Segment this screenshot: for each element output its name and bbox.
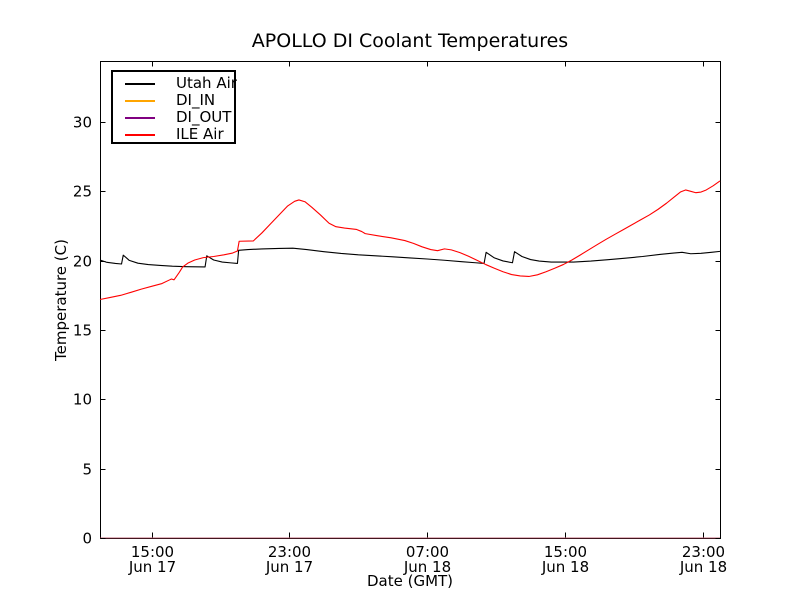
x-tick-label-time: 15:00: [544, 543, 587, 561]
legend-label-utah-air: Utah Air: [176, 74, 237, 92]
x-tick-label-date: Jun 18: [679, 558, 727, 576]
legend-item-ile-air: ILE Air: [113, 126, 234, 143]
legend-line-di-out: [125, 116, 155, 119]
legend-line-utah-air: [125, 82, 155, 85]
series-lines: [99, 180, 721, 539]
y-axis-label: Temperature (C): [52, 239, 70, 362]
x-tick-label-time: 23:00: [682, 543, 725, 561]
y-tick-label: 25: [73, 183, 92, 201]
y-tick-label: 30: [73, 114, 92, 132]
x-tick-label-date: Jun 18: [403, 558, 451, 576]
x-tick-label-time: 23:00: [268, 543, 311, 561]
x-tick-label-time: 07:00: [406, 543, 449, 561]
chart-title: APOLLO DI Coolant Temperatures: [252, 30, 568, 52]
x-tick-label-date: Jun 18: [541, 558, 589, 576]
legend: Utah Air DI_IN DI_OUT ILE Air: [111, 70, 237, 144]
series-line-utah-air: [99, 247, 721, 268]
series-line-ile-air: [99, 180, 721, 301]
axis-ticks: [100, 61, 721, 539]
legend-item-di-out: DI_OUT: [113, 109, 234, 126]
y-tick-label: 0: [82, 530, 92, 548]
legend-item-utah-air: Utah Air: [113, 74, 237, 92]
y-tick-label: 20: [73, 253, 92, 271]
y-tick-label: 5: [82, 461, 92, 479]
y-tick-label: 10: [73, 391, 92, 409]
legend-label-di-out: DI_OUT: [176, 108, 232, 126]
x-tick-label-date: Jun 17: [265, 558, 313, 576]
legend-line-di-in: [125, 99, 155, 102]
x-axis-label: Date (GMT): [367, 572, 453, 590]
legend-item-di-in: DI_IN: [113, 92, 234, 109]
legend-line-ile-air: [125, 133, 155, 136]
legend-label-di-in: DI_IN: [176, 91, 216, 109]
y-tick-label: 15: [73, 322, 92, 340]
x-tick-label-time: 15:00: [131, 543, 174, 561]
legend-label-ile-air: ILE Air: [176, 125, 224, 143]
x-tick-label-date: Jun 17: [128, 558, 176, 576]
